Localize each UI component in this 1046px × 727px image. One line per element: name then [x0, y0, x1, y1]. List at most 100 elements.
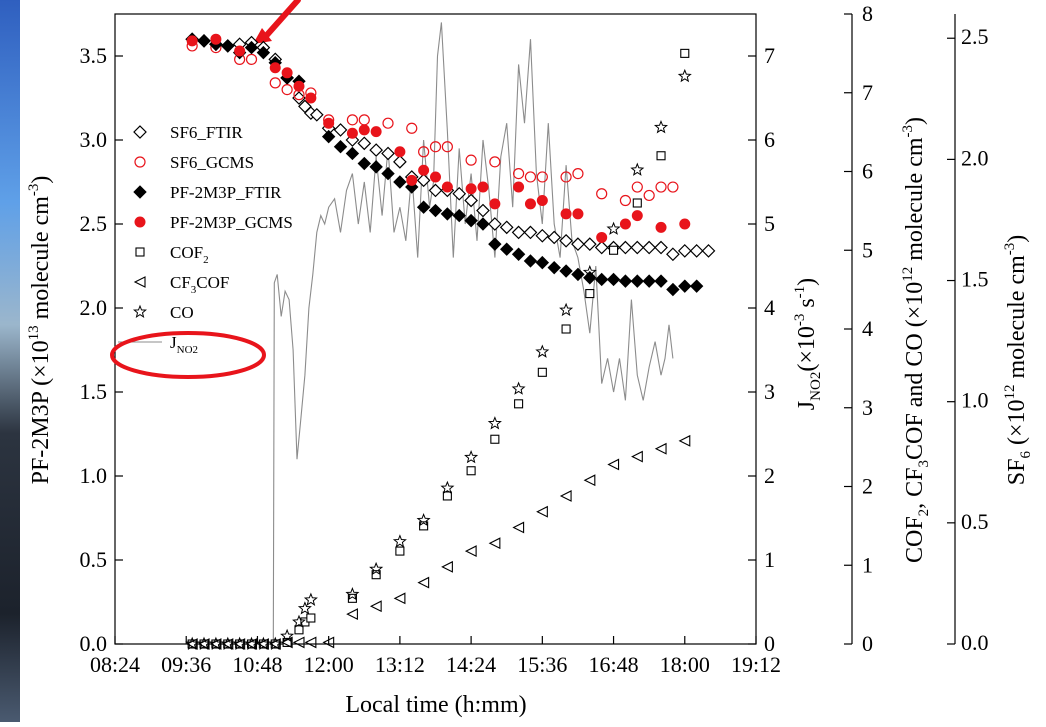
point-cof-: [466, 466, 476, 476]
point-pf-2m3p-ftir: [333, 140, 348, 154]
plot-area: [114, 13, 757, 645]
point-sf6-gcms: [619, 194, 632, 207]
point-pf-2m3p-gcms: [293, 80, 305, 92]
point-pf-2m3p-gcms: [394, 146, 406, 158]
point-co: [208, 636, 223, 651]
point-pf-2m3p-gcms: [418, 164, 430, 176]
point-cof-: [609, 245, 619, 255]
point-sf6-ftir: [547, 230, 562, 245]
point-pf-2m3p-gcms: [679, 218, 691, 230]
x-tick-label: 09:36: [161, 652, 211, 677]
point-sf6-gcms: [631, 181, 643, 193]
point-sf6-ftir: [618, 240, 633, 255]
point-cf-cof: [678, 434, 691, 447]
point-sf6-ftir: [381, 146, 395, 161]
legend-label-sf6-gcms: SF6_GCMS: [170, 153, 254, 172]
point-co: [416, 513, 431, 527]
legend-label-co: CO: [170, 303, 194, 322]
point-pf-2m3p-gcms: [631, 210, 643, 222]
right1-tick-label: 4: [764, 295, 775, 320]
point-cof-: [514, 399, 524, 409]
legend-label-pf-2m3p-ftir: PF-2M3P_FTIR: [170, 183, 282, 202]
point-sf6-ftir: [654, 240, 668, 255]
point-cof-: [347, 593, 357, 603]
left-tick-label: 0.0: [80, 631, 108, 656]
point-co: [535, 344, 550, 358]
right1-tick-label: 7: [764, 43, 775, 68]
point-sf6-gcms: [667, 181, 679, 193]
x-tick-label: 12:00: [304, 652, 354, 677]
point-sf6-gcms: [489, 156, 501, 168]
x-tick-label: 14:24: [446, 652, 496, 677]
point-pf-2m3p-ftir: [256, 45, 271, 60]
point-pf-2m3p-gcms: [465, 183, 477, 195]
point-cof-: [306, 613, 316, 623]
left-tick-label: 1.5: [80, 379, 108, 404]
point-sf6-ftir: [452, 186, 467, 201]
point-pf-2m3p-gcms: [358, 124, 370, 136]
point-pf-2m3p-ftir: [666, 282, 680, 297]
point-sf6-gcms: [418, 146, 430, 158]
point-co: [280, 628, 295, 643]
point-co: [268, 636, 283, 651]
right2-tick-label: 8: [862, 1, 873, 26]
right1-tick-label: 0: [764, 631, 775, 656]
right3-tick-label: 2.5: [961, 24, 989, 49]
point-pf-2m3p-gcms: [596, 231, 608, 243]
point-cf-cof: [559, 490, 572, 502]
point-co: [511, 381, 526, 395]
left-tick-label: 2.0: [80, 295, 108, 320]
point-sf6-gcms: [655, 181, 667, 193]
left-tick-label: 3.5: [80, 43, 108, 68]
series-line-jno2: [251, 22, 674, 645]
right2-tick-label: 4: [862, 316, 873, 341]
point-pf-2m3p-ftir: [244, 40, 259, 55]
point-cf-cof: [654, 442, 667, 455]
point-sf6-gcms: [643, 189, 655, 202]
point-co: [232, 636, 247, 651]
point-co: [653, 120, 668, 134]
point-co: [487, 416, 502, 430]
point-sf6-gcms: [346, 114, 359, 126]
point-pf-2m3p-ftir: [197, 34, 211, 48]
x-tick-label: 08:24: [90, 652, 140, 677]
point-co: [582, 264, 597, 279]
point-cf-cof: [488, 537, 501, 550]
point-cf-cof: [536, 505, 548, 518]
point-co: [256, 636, 271, 651]
point-sf6-gcms: [406, 122, 418, 134]
point-pf-2m3p-ftir: [464, 213, 478, 228]
right1-axis-label: JNO2(×10-3 s-1): [792, 278, 824, 410]
point-pf-2m3p-ftir: [654, 274, 668, 288]
point-sf6-ftir: [630, 240, 645, 255]
point-pf-2m3p-gcms: [441, 181, 453, 193]
right1-tick-label: 6: [764, 127, 775, 152]
point-sf6-gcms: [524, 171, 537, 183]
point-cf-cof: [417, 576, 430, 589]
point-pf-2m3p-ftir: [476, 217, 490, 231]
point-pf-2m3p-ftir: [689, 279, 704, 293]
right2-tick-label: 1: [862, 552, 873, 577]
point-pf-2m3p-gcms: [269, 62, 281, 74]
right3-tick-label: 1.0: [961, 388, 989, 413]
x-tick-label: 13:12: [375, 652, 425, 677]
right2-axis-label: COF2, CF3COF and CO (×1012 molecule cm-3…: [900, 117, 932, 563]
point-sf6-gcms: [382, 117, 394, 129]
point-pf-2m3p-gcms: [281, 67, 293, 79]
point-co: [196, 636, 211, 651]
point-pf-2m3p-gcms: [430, 171, 441, 183]
point-sf6-ftir: [677, 244, 692, 258]
point-co: [220, 636, 235, 651]
point-cof-: [632, 198, 642, 208]
point-sf6-gcms: [281, 83, 293, 96]
left-axis-label: PF-2M3P (×1013 molecule cm-3): [26, 176, 54, 485]
point-co: [559, 302, 574, 317]
point-cof-: [442, 491, 452, 501]
left-tick-label: 1.0: [80, 463, 108, 488]
point-pf-2m3p-gcms: [346, 127, 358, 139]
point-pf-2m3p-gcms: [524, 198, 536, 210]
point-pf-2m3p-ftir: [535, 255, 550, 270]
point-pf-2m3p-ftir: [500, 242, 514, 256]
point-co: [369, 561, 384, 576]
legend-swatch-sf6-gcms: [134, 156, 146, 168]
